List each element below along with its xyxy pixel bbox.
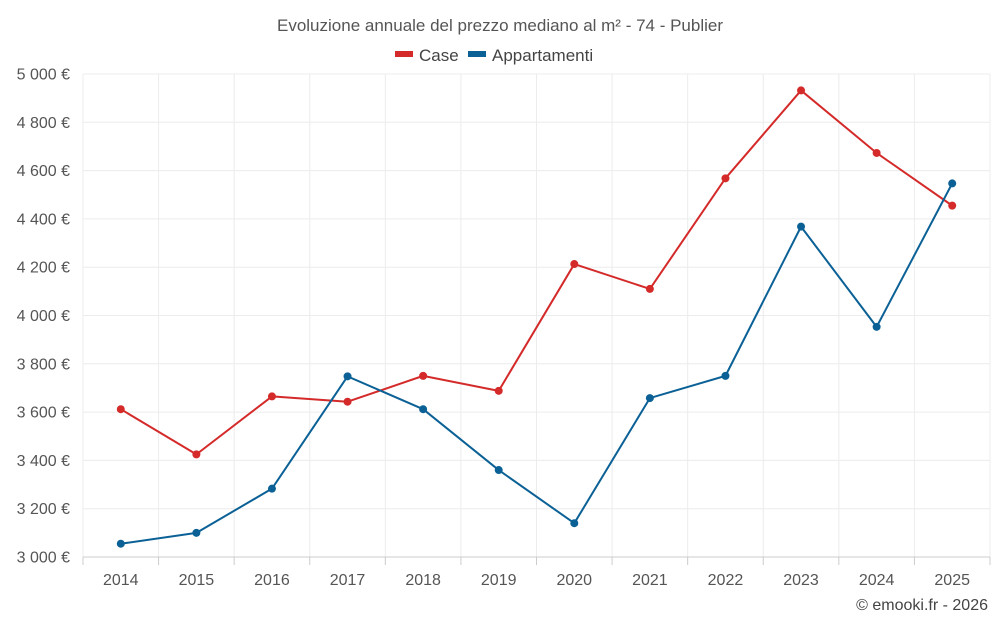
x-tick-label: 2022 bbox=[708, 572, 744, 589]
data-point-case-2022[interactable] bbox=[721, 174, 730, 183]
data-point-appartamenti-2024[interactable] bbox=[872, 322, 881, 331]
data-point-appartamenti-2020[interactable] bbox=[570, 519, 579, 528]
data-point-appartamenti-2019[interactable] bbox=[494, 466, 503, 475]
data-point-appartamenti-2014[interactable] bbox=[116, 539, 125, 548]
y-tick-label: 4 200 € bbox=[17, 260, 70, 277]
y-tick-label: 3 600 € bbox=[17, 405, 70, 422]
y-tick-label: 4 800 € bbox=[17, 115, 70, 132]
series-case bbox=[116, 86, 957, 459]
data-point-case-2021[interactable] bbox=[645, 284, 654, 293]
legend-swatch-case bbox=[395, 51, 413, 57]
x-tick-label: 2015 bbox=[179, 572, 215, 589]
data-point-appartamenti-2016[interactable] bbox=[267, 484, 276, 493]
data-point-appartamenti-2018[interactable] bbox=[419, 405, 428, 414]
data-point-case-2015[interactable] bbox=[192, 450, 201, 459]
data-point-appartamenti-2025[interactable] bbox=[948, 179, 957, 188]
x-tick-label: 2018 bbox=[405, 572, 441, 589]
series-line-case bbox=[119, 89, 954, 456]
data-point-case-2016[interactable] bbox=[267, 392, 276, 401]
data-point-case-2019[interactable] bbox=[494, 386, 503, 395]
series-line-appartamenti bbox=[119, 182, 954, 545]
legend-swatch-appartamenti bbox=[468, 51, 486, 57]
data-point-appartamenti-2015[interactable] bbox=[192, 528, 201, 537]
y-tick-label: 4 600 € bbox=[17, 163, 70, 180]
legend-label-case[interactable]: Case bbox=[419, 46, 459, 65]
y-tick-label: 3 200 € bbox=[17, 501, 70, 518]
plot-series bbox=[116, 86, 957, 548]
data-point-case-2018[interactable] bbox=[419, 371, 428, 380]
x-tick-label: 2016 bbox=[254, 572, 290, 589]
data-point-case-2025[interactable] bbox=[948, 201, 957, 210]
y-tick-label: 4 400 € bbox=[17, 211, 70, 228]
legend-label-appartamenti[interactable]: Appartamenti bbox=[492, 46, 593, 65]
y-axis: 3 000 € 3 200 € 3 400 € 3 600 € 3 800 € 4 000… bbox=[17, 67, 70, 567]
data-point-case-2014[interactable] bbox=[116, 405, 125, 414]
x-tick-label: 2020 bbox=[556, 572, 592, 589]
data-point-appartamenti-2021[interactable] bbox=[645, 394, 654, 403]
chart-credit: © emooki.fr - 2026 bbox=[856, 597, 988, 614]
y-tick-label: 3 800 € bbox=[17, 356, 70, 373]
data-point-case-2017[interactable] bbox=[343, 397, 352, 406]
x-tick-label: 2024 bbox=[859, 572, 895, 589]
y-tick-label: 4 000 € bbox=[17, 308, 70, 325]
x-tick-label: 2014 bbox=[103, 572, 139, 589]
chart-legend: Case Appartamenti bbox=[395, 46, 593, 65]
data-point-case-2020[interactable] bbox=[570, 260, 579, 269]
x-tick-label: 2017 bbox=[330, 572, 366, 589]
data-point-appartamenti-2023[interactable] bbox=[797, 222, 806, 231]
x-tick-label: 2021 bbox=[632, 572, 668, 589]
chart-title: Evoluzione annuale del prezzo mediano al… bbox=[277, 16, 723, 35]
y-tick-label: 5 000 € bbox=[17, 67, 70, 84]
data-point-case-2023[interactable] bbox=[797, 86, 806, 95]
series-appartamenti bbox=[116, 179, 957, 548]
data-point-case-2024[interactable] bbox=[872, 148, 881, 157]
x-axis: 2014 2015 2016 2017 2018 2019 2020 2021 2022 2023… bbox=[82, 556, 991, 589]
grid bbox=[82, 73, 991, 557]
x-tick-label: 2025 bbox=[934, 572, 970, 589]
y-tick-label: 3 400 € bbox=[17, 453, 70, 470]
y-tick-label: 3 000 € bbox=[17, 550, 70, 567]
data-point-appartamenti-2022[interactable] bbox=[721, 371, 730, 380]
x-tick-label: 2019 bbox=[481, 572, 517, 589]
x-tick-label: 2023 bbox=[783, 572, 819, 589]
data-point-appartamenti-2017[interactable] bbox=[343, 372, 352, 381]
